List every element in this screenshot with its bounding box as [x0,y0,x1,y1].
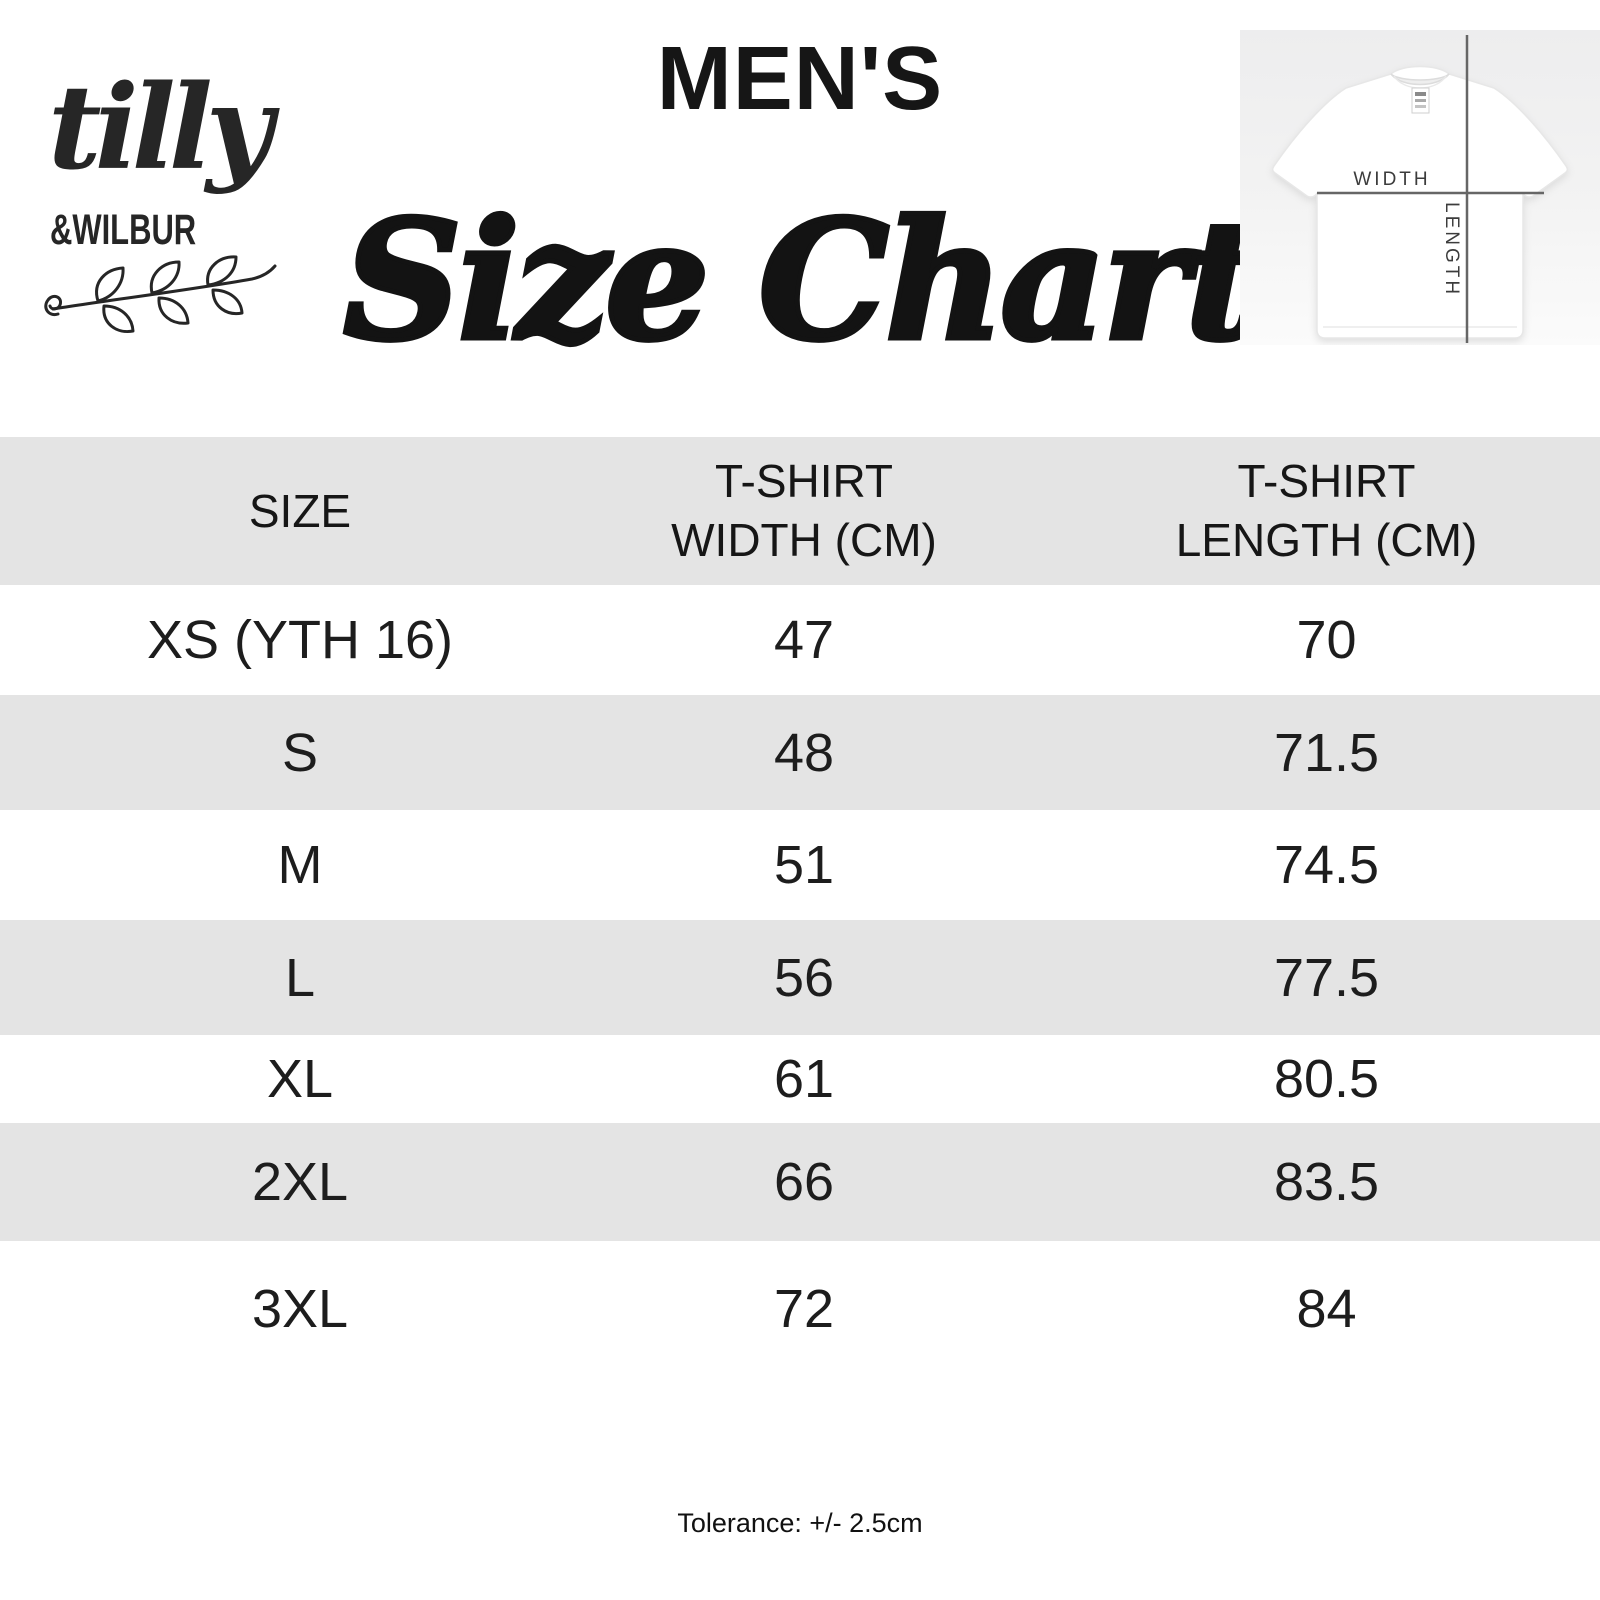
table-row-m: M 51 74.5 [0,810,1600,920]
table-header: SIZE T-SHIRT WIDTH (CM) T-SHIRT LENGTH (… [0,437,1600,585]
cell-length: 71.5 [1273,722,1380,783]
header-length-line1: T-SHIRT [1237,455,1416,507]
cell-width: 72 [773,1278,835,1339]
cell-size: 3XL [251,1278,349,1339]
table-row-3xl: 3XL 72 84 [0,1241,1600,1376]
cell-size: M [277,835,323,895]
header-width-line2: WIDTH (CM) [671,514,937,566]
header-length-line2: LENGTH (CM) [1175,514,1478,566]
size-table: SIZE T-SHIRT WIDTH (CM) T-SHIRT LENGTH (… [0,437,1600,1376]
cell-length: 77.5 [1273,947,1380,1008]
header-width-line1: T-SHIRT [714,455,894,507]
cell-width: 61 [773,1049,835,1109]
cell-width: 48 [773,722,835,783]
table-row-l: L 56 77.5 [0,920,1600,1035]
width-label: WIDTH [1353,169,1430,190]
header-cell-size: SIZE [0,437,600,585]
cell-length: 74.5 [1273,835,1380,895]
tshirt-photo: WIDTH LENGTH [1240,30,1600,345]
cell-length: 83.5 [1273,1152,1380,1212]
cell-length: 80.5 [1273,1049,1380,1109]
tshirt-illustration [1271,65,1569,339]
cell-size: L [284,947,316,1008]
cell-width: 47 [773,610,835,670]
tolerance-note: Tolerance: +/- 2.5cm [677,1508,923,1538]
header-cell-length: T-SHIRT LENGTH (CM) [1008,437,1600,585]
cell-size: XS (YTH 16) [146,610,454,670]
cell-width: 56 [773,947,835,1008]
tshirt-collar [1390,73,1450,86]
header-size-line1: SIZE [248,484,352,537]
brand-name-caps: &WILBUR [50,206,197,254]
table-row-xl: XL 61 80.5 [0,1035,1600,1123]
table-body: XS (YTH 16) 47 70 S 48 71.5 M 51 74.5 L … [0,585,1600,1376]
cell-length: 84 [1296,1278,1357,1339]
cell-width: 66 [773,1152,835,1212]
cell-width: 51 [773,835,835,895]
page-title: Size Chart [341,184,1264,377]
care-tag-icon [1411,87,1430,114]
cell-size: XL [266,1049,334,1109]
table-row-2xl: 2XL 66 83.5 [0,1123,1600,1241]
cell-length: 70 [1296,610,1357,670]
brand-name-script: tilly [48,60,273,196]
laurel-branch-icon [44,255,277,334]
header-cell-width: T-SHIRT WIDTH (CM) [600,437,1008,585]
cell-size: 2XL [251,1152,349,1212]
cell-size: S [281,722,319,783]
category-title: MEN'S [656,29,944,129]
table-row-s: S 48 71.5 [0,695,1600,810]
brand-logo: tilly &WILBUR [40,60,320,340]
table-row-xs: XS (YTH 16) 47 70 [0,585,1600,695]
length-label: LENGTH [1441,202,1462,297]
